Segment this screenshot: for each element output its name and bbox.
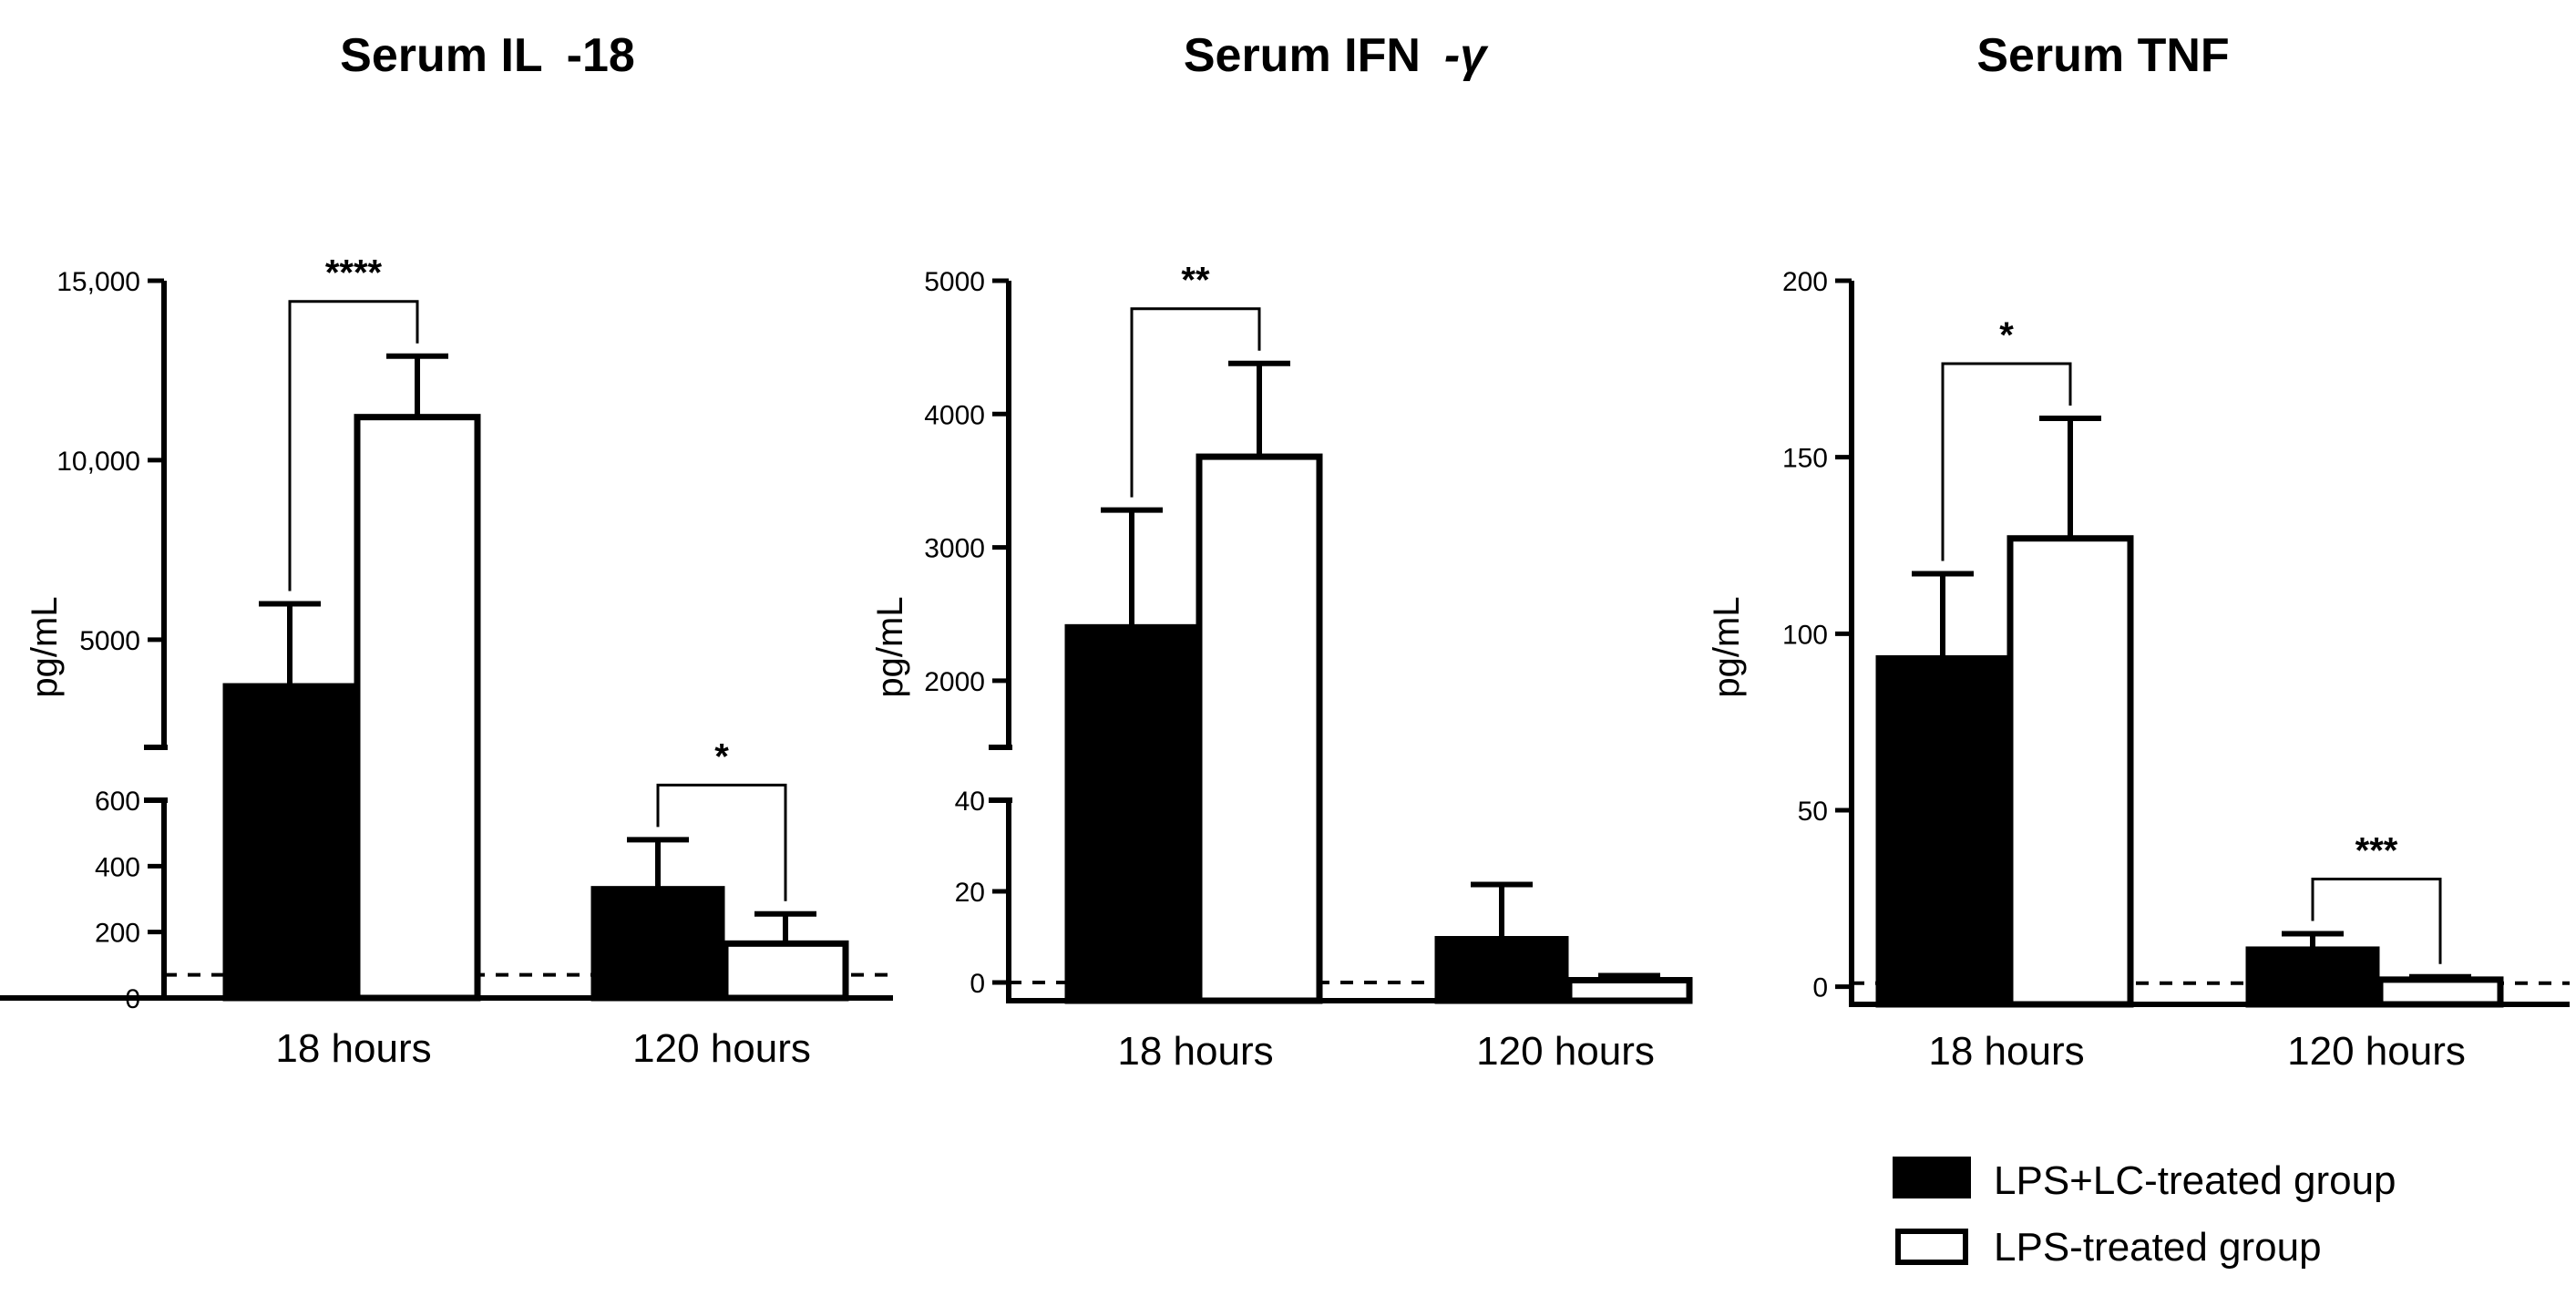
y-tick-label: 5000 bbox=[79, 626, 140, 656]
y-tick-label: 0 bbox=[1812, 973, 1828, 1003]
x-tick-label: 18 hours bbox=[275, 1026, 431, 1071]
significance-label: * bbox=[714, 736, 729, 777]
chart-panel-ifn-gamma: Serum IFN -γ 0 20 40 2000 3000 4000 5000 pg/mL 18 … bbox=[870, 29, 1693, 1074]
chart-panel-tnf: Serum TNF 0 50 100 150 200 pg/mL 18 hours 120 ho… bbox=[1707, 29, 2570, 1074]
y-tick-label: 600 bbox=[95, 787, 140, 817]
legend-swatch-lps bbox=[1895, 1229, 1968, 1265]
bar bbox=[222, 683, 357, 1002]
y-tick-label: 150 bbox=[1782, 444, 1828, 474]
x-tick-label: 18 hours bbox=[1117, 1029, 1273, 1074]
bar bbox=[354, 414, 481, 1002]
bar bbox=[722, 940, 849, 1002]
y-tick-label: 5000 bbox=[924, 267, 985, 297]
legend-swatch-lps-lc bbox=[1893, 1157, 1971, 1198]
y-tick-label: 200 bbox=[1782, 267, 1828, 297]
y-axis-label: pg/mL bbox=[870, 596, 910, 697]
legend-label-lps-lc: LPS+LC-treated group bbox=[1994, 1158, 2396, 1203]
y-tick-label: 20 bbox=[955, 878, 985, 908]
y-tick-label: 15,000 bbox=[56, 267, 140, 297]
bar bbox=[1064, 623, 1199, 1004]
y-axis-label: pg/mL bbox=[25, 596, 65, 697]
legend: LPS+LC-treated group LPS-treated group bbox=[1893, 1157, 2396, 1270]
significance-bracket bbox=[288, 300, 419, 591]
x-tick-label: 120 hours bbox=[1476, 1029, 1655, 1074]
significance-label: * bbox=[1999, 315, 2014, 355]
bar bbox=[2006, 535, 2134, 1008]
y-tick-label: 40 bbox=[955, 787, 985, 817]
significance-label: **** bbox=[325, 253, 383, 293]
y-tick-label: 10,000 bbox=[56, 447, 140, 477]
bar bbox=[590, 886, 725, 1002]
y-axis-label: pg/mL bbox=[1707, 596, 1747, 697]
chart-panel-il18: Serum IL-180200400600500010,00015,000pg/… bbox=[0, 29, 893, 1071]
y-tick-label: 2000 bbox=[924, 667, 985, 697]
significance-label: *** bbox=[2355, 831, 2398, 871]
chart-title: Serum IL -18 bbox=[340, 29, 635, 82]
x-tick-label: 18 hours bbox=[1928, 1029, 2084, 1074]
chart-title: Serum IFN -γ bbox=[1184, 29, 1489, 82]
y-tick-label: 50 bbox=[1798, 797, 1828, 827]
y-tick-label: 200 bbox=[95, 919, 140, 949]
significance-bracket bbox=[1130, 307, 1261, 498]
chart-title: Serum TNF bbox=[1976, 29, 2229, 82]
y-tick-label: 0 bbox=[970, 969, 985, 999]
significance-bracket bbox=[1941, 362, 2072, 561]
legend-label-lps: LPS-treated group bbox=[1994, 1225, 2322, 1270]
significance-bracket bbox=[656, 783, 787, 901]
bar bbox=[2245, 946, 2380, 1008]
y-tick-label: 4000 bbox=[924, 400, 985, 430]
bar bbox=[1196, 453, 1323, 1004]
y-tick-label: 400 bbox=[95, 852, 140, 882]
y-tick-label: 3000 bbox=[924, 534, 985, 564]
y-tick-label: 100 bbox=[1782, 620, 1828, 650]
bar bbox=[1434, 936, 1569, 1004]
x-tick-label: 120 hours bbox=[2287, 1029, 2466, 1074]
bar bbox=[1565, 977, 1693, 1004]
bar bbox=[1875, 654, 2010, 1008]
x-tick-label: 120 hours bbox=[632, 1026, 811, 1071]
bar bbox=[2376, 976, 2504, 1008]
significance-label: ** bbox=[1181, 261, 1210, 301]
significance-bracket bbox=[2311, 878, 2442, 964]
